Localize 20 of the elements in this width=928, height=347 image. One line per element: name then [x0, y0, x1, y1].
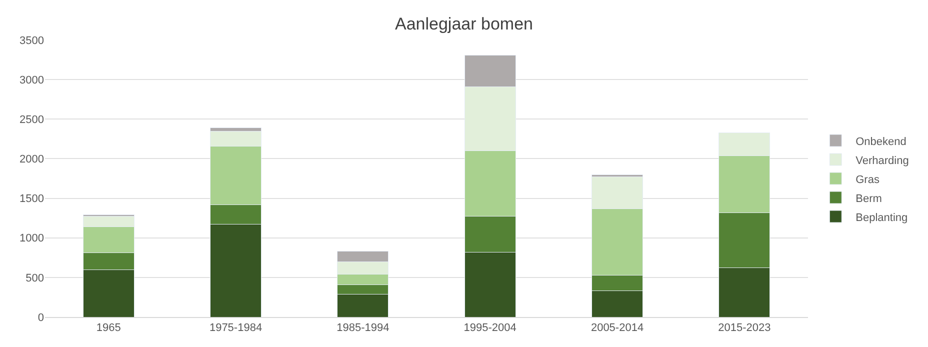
x-tick-label: 1965	[96, 322, 121, 334]
x-tick-label: 1975-1984	[209, 322, 262, 334]
chart-title: Aanlegjaar bomen	[395, 14, 533, 34]
legend-label: Berm	[856, 192, 882, 205]
legend-label: Beplanting	[856, 212, 908, 224]
legend-label: Gras	[856, 174, 880, 186]
y-tick-label: 2500	[20, 114, 44, 126]
y-tick-label: 500	[26, 272, 44, 284]
x-tick-label: 2015-2023	[718, 322, 771, 334]
x-tick-label: 2005-2014	[590, 322, 644, 334]
y-tick-label: 0	[38, 312, 44, 324]
legend-label: Verharding	[856, 154, 909, 167]
y-tick-label: 3500	[20, 34, 44, 47]
y-tick-label: 1500	[20, 193, 44, 206]
y-tick-label: 3000	[20, 74, 44, 86]
y-tick-label: 2000	[20, 154, 44, 166]
legend-label: Onbekend	[856, 136, 906, 148]
x-tick-label: 1985-1994	[336, 322, 390, 334]
x-tick-label: 1995-2004	[464, 322, 516, 334]
y-tick-label: 1000	[20, 232, 44, 245]
